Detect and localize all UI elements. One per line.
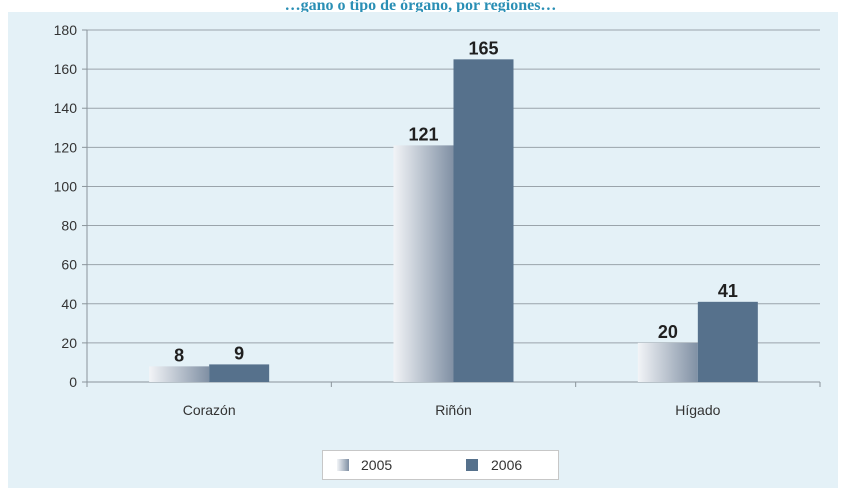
y-tick-label: 40 — [61, 296, 77, 312]
x-tick-label: Riñón — [435, 402, 472, 418]
bars — [149, 59, 758, 382]
bar-2005 — [149, 366, 210, 382]
legend-swatch-2005 — [337, 459, 349, 471]
data-label: 165 — [468, 38, 498, 58]
y-tick-label: 20 — [61, 335, 77, 351]
data-label: 9 — [234, 343, 244, 363]
legend-label-2005: 2005 — [361, 457, 393, 473]
bar-2005 — [637, 342, 698, 382]
data-label: 20 — [658, 322, 678, 342]
data-label: 41 — [718, 281, 738, 301]
bar-2006 — [453, 59, 514, 382]
x-tick-label: Corazón — [183, 402, 236, 418]
y-tick-label: 100 — [54, 178, 78, 194]
data-labels: 8 9 121 165 20 41 — [174, 38, 738, 365]
bar-2006 — [697, 301, 758, 382]
data-label: 121 — [408, 124, 438, 144]
y-tick-label: 0 — [69, 374, 77, 390]
x-axis-ticks: Corazón Riñón Hígado — [86, 382, 821, 418]
y-tick-label: 60 — [61, 257, 77, 273]
y-tick-label: 180 — [54, 22, 78, 38]
legend-swatch-2006 — [466, 459, 478, 471]
data-label: 8 — [174, 345, 184, 365]
legend-label-2006: 2006 — [491, 457, 523, 473]
y-tick-label: 160 — [54, 61, 78, 77]
legend: 2005 2006 — [322, 450, 559, 480]
y-axis-ticks: 0 20 40 60 80 100 120 140 160 180 — [54, 22, 87, 390]
x-tick-label: Hígado — [675, 402, 720, 418]
y-tick-label: 140 — [54, 100, 78, 116]
chart-title: …gano o tipo de órgano, por regiones… — [284, 0, 557, 12]
bar-2006 — [209, 364, 270, 382]
y-tick-label: 120 — [54, 139, 78, 155]
bar-2005 — [393, 145, 454, 382]
y-tick-label: 80 — [61, 218, 77, 234]
